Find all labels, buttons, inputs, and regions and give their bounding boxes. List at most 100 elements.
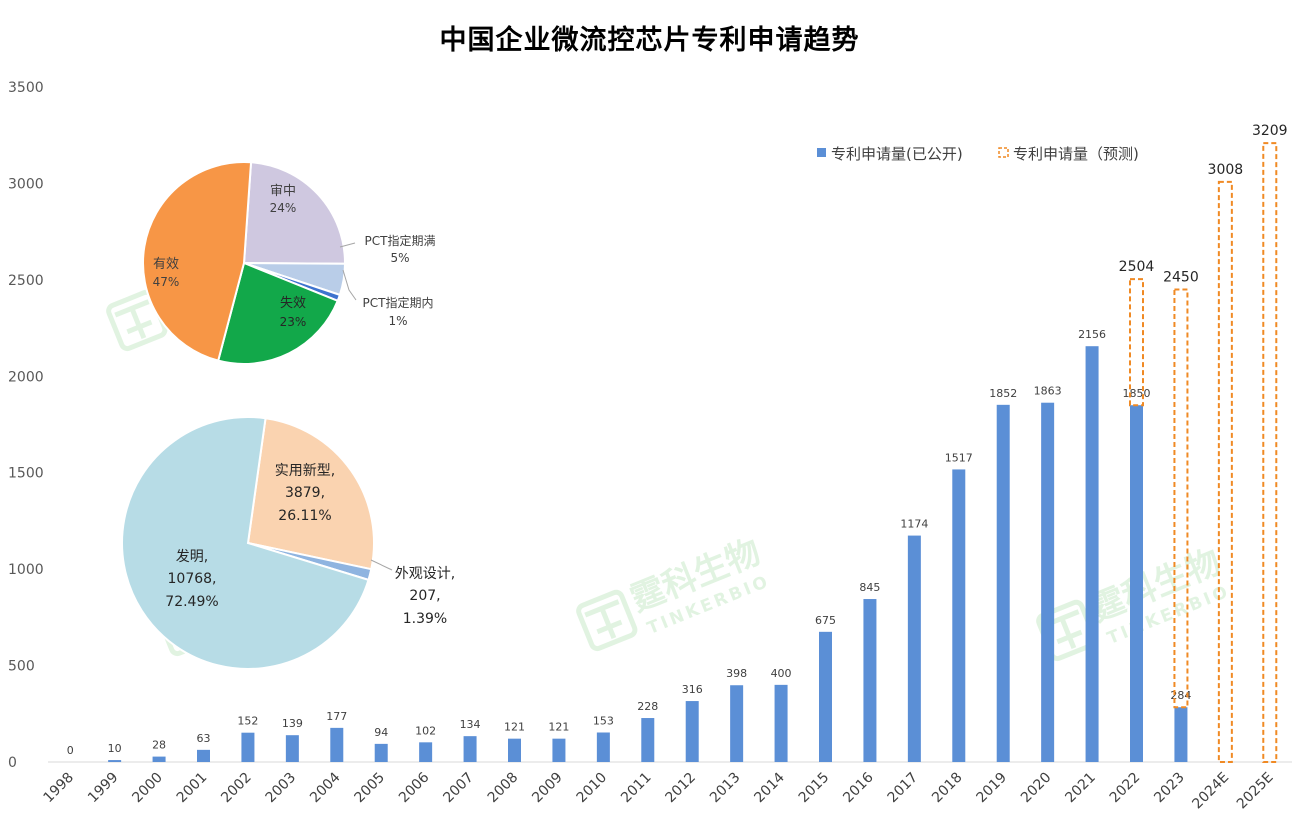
forecast-value-label: 2450 <box>1163 270 1199 286</box>
bar-published <box>863 599 877 762</box>
pie-percent: 24% <box>270 201 297 215</box>
bar-value-label: 1852 <box>989 387 1017 400</box>
bar-forecast <box>1129 278 1144 407</box>
y-tick-label: 3000 <box>8 176 44 192</box>
x-tick-label: 2005 <box>352 770 389 807</box>
x-tick-label: 2007 <box>440 770 477 807</box>
x-tick-label: 2017 <box>885 770 922 807</box>
bar-published <box>374 743 388 762</box>
forecast-value-label: 3209 <box>1252 123 1288 139</box>
x-tick-label: 2020 <box>1018 770 1055 807</box>
bar-published <box>774 684 788 762</box>
bar-forecast <box>1173 288 1189 709</box>
bar-published <box>952 469 966 762</box>
x-tick-label: 2024E <box>1189 770 1232 813</box>
pie-label: 有效 <box>153 257 179 272</box>
y-tick-label: 2000 <box>8 369 44 385</box>
x-tick-label: 2021 <box>1062 770 1099 807</box>
x-tick-label: 2016 <box>840 769 877 806</box>
pie-percent: 23% <box>280 315 307 329</box>
x-tick-label: 2023 <box>1151 770 1188 807</box>
bar-value-label: 1174 <box>900 518 928 531</box>
x-tick-label: 1998 <box>41 770 78 807</box>
bar-value-label: 177 <box>326 710 347 723</box>
legend: 专利申请量(已公开) 专利申请量（预测) <box>817 145 1139 163</box>
x-tick-label: 2018 <box>929 770 966 807</box>
bar-value-label: 1850 <box>1123 387 1151 400</box>
type-pie-chart: 实用新型, 3879, 26.11% 发明, 10768, 72.49% 外观设计, 207,… <box>121 416 455 670</box>
y-axis: 0 500 1000 1500 2000 2500 3000 3500 <box>8 80 1292 771</box>
bar-published <box>907 535 921 762</box>
pie-label: 实用新型, <box>275 463 335 479</box>
x-tick-label: 2011 <box>618 770 655 807</box>
bar-published <box>152 756 166 762</box>
bar-forecast <box>1217 180 1233 763</box>
bar-value-label: 845 <box>859 581 880 594</box>
watermark-logo-mark <box>584 599 623 639</box>
pie-percent: 47% <box>153 275 180 289</box>
y-tick-label: 2500 <box>8 273 44 289</box>
x-tick-label: 2002 <box>218 770 255 807</box>
bar-value-label: 398 <box>726 667 747 680</box>
forecast-value-label: 2504 <box>1119 259 1155 275</box>
y-tick-label: 500 <box>8 659 35 675</box>
watermark-logo <box>576 589 638 652</box>
pie-label: 发明, <box>176 549 208 565</box>
pie-count: 207, <box>409 588 440 604</box>
x-tick-label: 2010 <box>574 770 611 807</box>
bar-value-label: 1863 <box>1034 385 1062 398</box>
bar-value-label: 228 <box>637 700 658 713</box>
bar-published <box>1174 707 1188 762</box>
x-tick-label: 2012 <box>663 770 700 807</box>
leader-line <box>339 242 356 248</box>
x-tick-label: 2003 <box>263 770 300 807</box>
bar-value-label: 10 <box>108 742 122 755</box>
legend-label-forecast: 专利申请量（预测) <box>1013 145 1139 163</box>
pie-slice <box>142 161 253 362</box>
pie-slice <box>246 417 375 571</box>
leader-line <box>370 559 393 571</box>
bar-published <box>508 738 521 762</box>
x-tick-label: 2009 <box>529 770 566 807</box>
legend-label-published: 专利申请量(已公开) <box>831 145 963 163</box>
bar-published <box>1085 346 1099 762</box>
bar-published <box>819 631 832 762</box>
bar-value-label: 400 <box>771 667 792 680</box>
y-tick-label: 0 <box>8 755 17 771</box>
bar-value-label: 28 <box>152 739 166 752</box>
bar-published <box>685 701 699 762</box>
bar-published <box>108 760 122 762</box>
x-tick-label: 2022 <box>1107 770 1144 807</box>
bar-value-label: 152 <box>237 715 258 728</box>
watermark-logo-mark <box>114 299 153 339</box>
pie-count: 10768, <box>168 571 217 587</box>
bar-value-label: 316 <box>682 683 703 696</box>
pie-label: PCT指定期满 <box>365 233 436 248</box>
x-tick-label: 2013 <box>707 770 744 807</box>
x-tick-label: 2015 <box>796 770 833 807</box>
bar-published <box>241 732 255 762</box>
bar-published <box>330 727 344 762</box>
pie-slice <box>242 161 346 265</box>
bar-value-label: 2156 <box>1078 328 1106 341</box>
bar-published <box>996 404 1010 762</box>
x-tick-label: 2025E <box>1234 770 1277 813</box>
pie-label: PCT指定期内 <box>363 295 434 310</box>
x-tick-label: 2001 <box>174 770 211 807</box>
bar-forecast <box>1262 142 1278 764</box>
bar-value-label: 153 <box>593 714 614 727</box>
bar-published <box>730 685 744 762</box>
bar-published <box>1041 402 1055 762</box>
bar-value-label: 121 <box>504 721 525 734</box>
bar-value-label: 134 <box>460 718 481 731</box>
x-tick-label: 2019 <box>974 770 1011 807</box>
bar-value-label: 0 <box>67 744 74 757</box>
pie-slice <box>121 416 370 670</box>
bar-published <box>419 742 433 762</box>
x-tick-label: 2004 <box>307 769 344 806</box>
bar-value-label: 63 <box>197 732 211 745</box>
bar-published <box>1130 405 1143 762</box>
bar-value-label: 121 <box>548 721 569 734</box>
pie-percent: 1% <box>388 314 407 328</box>
